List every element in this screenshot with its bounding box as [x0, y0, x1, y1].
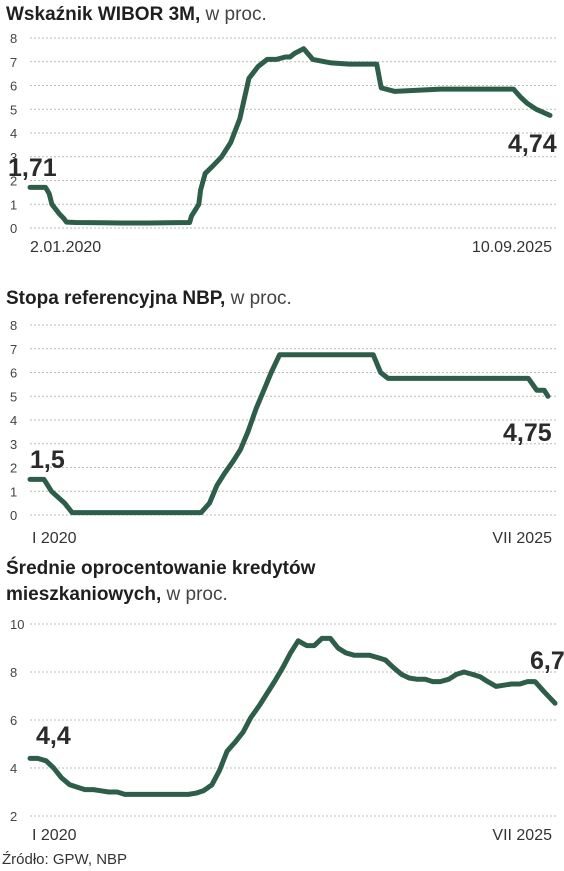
end-value-label: 4,74 — [508, 130, 557, 158]
y-tick-label: 8 — [10, 665, 17, 680]
y-tick-label: 8 — [10, 318, 17, 333]
y-tick-label: 6 — [10, 366, 17, 381]
start-value-label: 1,71 — [8, 154, 57, 182]
y-tick-label: 2 — [10, 461, 17, 476]
y-tick-label: 4 — [10, 761, 17, 776]
series-line — [27, 46, 553, 226]
y-tick-label: 6 — [10, 713, 17, 728]
y-tick-label: 4 — [10, 413, 17, 428]
end-value-label: 6,7 — [530, 647, 564, 675]
y-tick-label: 6 — [10, 79, 17, 94]
chart-title-unit: w proc. — [166, 584, 228, 605]
start-value-label: 4,4 — [36, 722, 71, 750]
chart-title-text: Wskaźnik WIBOR 3M, — [6, 4, 201, 25]
chart-title-kredyty-2: mieszkaniowych, w proc. — [6, 582, 228, 608]
chart-title-line1: Średnie oprocentowanie kredytów — [6, 558, 316, 579]
series-line — [27, 635, 558, 797]
y-tick-label: 3 — [10, 150, 17, 165]
x-tick-label-start: 2.01.2020 — [30, 239, 101, 256]
y-tick-label: 4 — [10, 126, 17, 141]
x-tick-label-end: 10.09.2025 — [472, 239, 552, 256]
y-tick-label: 5 — [10, 102, 17, 117]
chart-title-line2: mieszkaniowych, — [6, 584, 162, 605]
chart-title-kredyty: Średnie oprocentowanie kredytów — [6, 556, 315, 582]
y-tick-label: 2 — [10, 174, 17, 189]
chart-title-wibor: Wskaźnik WIBOR 3M, w proc. — [6, 2, 267, 28]
series-line — [27, 352, 551, 516]
y-tick-label: 0 — [10, 221, 17, 236]
x-tick-label-start: I 2020 — [32, 530, 77, 547]
chart-title-unit: w proc. — [230, 288, 292, 309]
source-note: Źródło: GPW, NBP — [2, 851, 128, 868]
y-tick-label: 1 — [10, 484, 17, 499]
y-tick-label: 1 — [10, 197, 17, 212]
end-value-label: 4,75 — [503, 419, 552, 447]
y-tick-label: 8 — [10, 31, 17, 46]
x-tick-label-start: I 2020 — [32, 827, 77, 844]
y-tick-label: 0 — [10, 508, 17, 523]
x-tick-label-end: VII 2025 — [492, 827, 552, 844]
y-tick-label: 2 — [10, 809, 17, 824]
y-tick-label: 10 — [10, 617, 24, 632]
start-value-label: 1,5 — [30, 446, 65, 474]
y-tick-label: 7 — [10, 55, 17, 70]
chart-title-stopa: Stopa referencyjna NBP, w proc. — [6, 286, 292, 312]
chart-title-unit: w proc. — [205, 4, 267, 25]
y-tick-label: 3 — [10, 437, 17, 452]
chart-stopa: 0 1 2 3 4 5 6 7 8 I 2020 VII 2025 1,5 4,75 — [10, 318, 556, 547]
x-tick-label-end: VII 2025 — [492, 530, 552, 547]
y-tick-label: 5 — [10, 389, 17, 404]
chart-title-text: Stopa referencyjna NBP, — [6, 288, 226, 309]
chart-wibor: 0 1 2 3 4 5 6 7 8 2.01.2020 10.09.2025 1,71 4,74 — [8, 31, 557, 256]
y-tick-label: 7 — [10, 342, 17, 357]
